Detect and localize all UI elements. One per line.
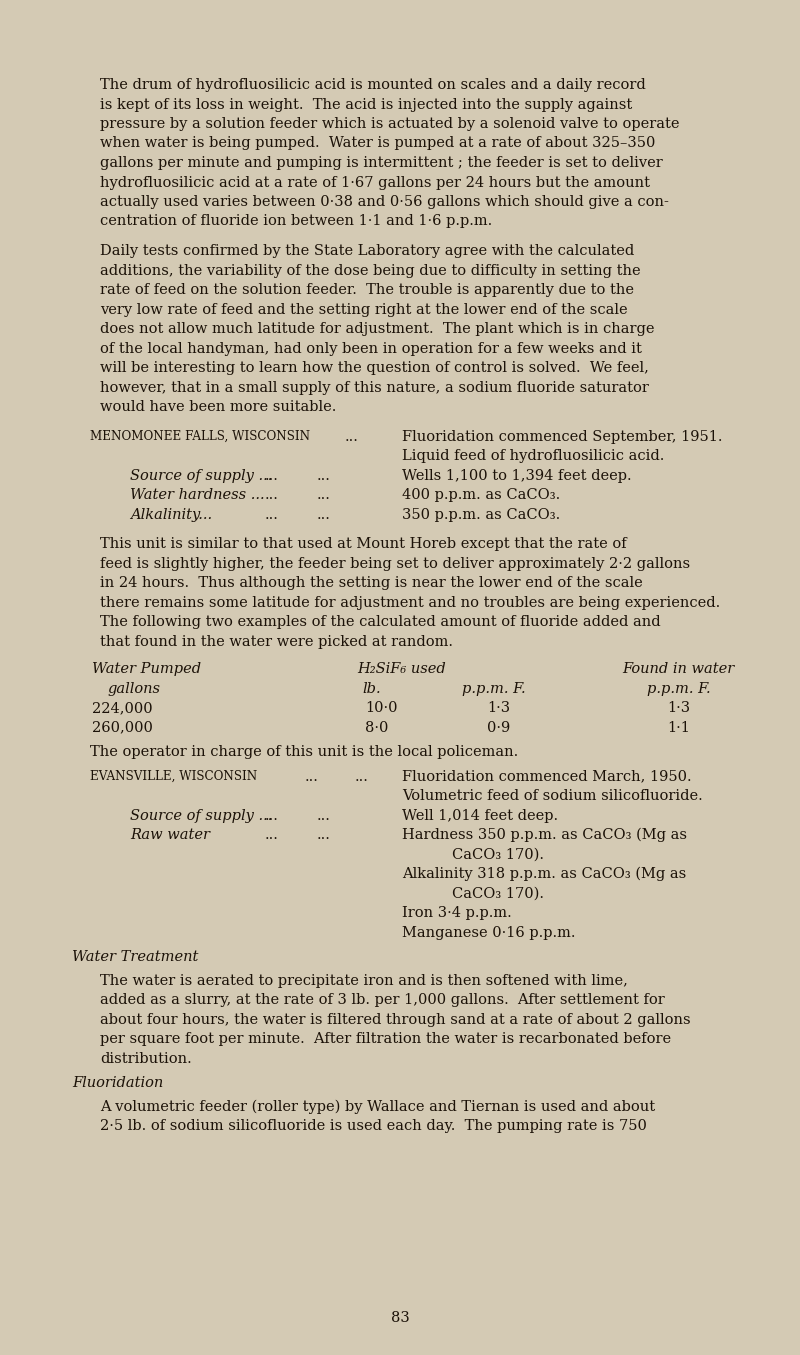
- Text: Volumetric feed of sodium silicofluoride.: Volumetric feed of sodium silicofluoride…: [402, 789, 702, 804]
- Text: rate of feed on the solution feeder.  The trouble is apparently due to the: rate of feed on the solution feeder. The…: [100, 283, 634, 297]
- Text: Liquid feed of hydrofluosilicic acid.: Liquid feed of hydrofluosilicic acid.: [402, 449, 664, 463]
- Text: Alkalinity 318 p.p.m. as CaCO₃ (Mg as: Alkalinity 318 p.p.m. as CaCO₃ (Mg as: [402, 867, 686, 881]
- Text: ...: ...: [265, 508, 279, 522]
- Text: Manganese 0·16 p.p.m.: Manganese 0·16 p.p.m.: [402, 925, 575, 939]
- Text: ...: ...: [317, 508, 331, 522]
- Text: of the local handyman, had only been in operation for a few weeks and it: of the local handyman, had only been in …: [100, 341, 642, 355]
- Text: is kept of its loss in weight.  The acid is injected into the supply against: is kept of its loss in weight. The acid …: [100, 98, 632, 111]
- Text: ...: ...: [355, 770, 369, 783]
- Text: ...: ...: [317, 809, 331, 822]
- Text: H₂SiF₆ used: H₂SiF₆ used: [357, 663, 446, 676]
- Text: in 24 hours.  Thus although the setting is near the lower end of the scale: in 24 hours. Thus although the setting i…: [100, 576, 642, 589]
- Text: 2·5 lb. of sodium silicofluoride is used each day.  The pumping rate is 750: 2·5 lb. of sodium silicofluoride is used…: [100, 1119, 647, 1133]
- Text: feed is slightly higher, the feeder being set to deliver approximately 2·2 gallo: feed is slightly higher, the feeder bein…: [100, 557, 690, 570]
- Text: Source of supply ...: Source of supply ...: [130, 469, 272, 482]
- Text: Water hardness ...: Water hardness ...: [130, 488, 265, 501]
- Text: Water Pumped: Water Pumped: [92, 663, 201, 676]
- Text: pressure by a solution feeder which is actuated by a solenoid valve to operate: pressure by a solution feeder which is a…: [100, 117, 679, 131]
- Text: per square foot per minute.  After filtration the water is recarbonated before: per square foot per minute. After filtra…: [100, 1033, 671, 1046]
- Text: hydrofluosilicic acid at a rate of 1·67 gallons per 24 hours but the amount: hydrofluosilicic acid at a rate of 1·67 …: [100, 176, 650, 190]
- Text: gallons: gallons: [107, 682, 160, 695]
- Text: 260,000: 260,000: [92, 721, 153, 734]
- Text: A volumetric feeder (roller type) by Wallace and Tiernan is used and about: A volumetric feeder (roller type) by Wal…: [100, 1099, 655, 1114]
- Text: ...: ...: [345, 430, 359, 443]
- Text: The following two examples of the calculated amount of fluoride added and: The following two examples of the calcul…: [100, 615, 661, 629]
- Text: CaCO₃ 170).: CaCO₃ 170).: [452, 847, 544, 862]
- Text: Found in water: Found in water: [622, 663, 734, 676]
- Text: 1·3: 1·3: [667, 701, 690, 715]
- Text: 1·1: 1·1: [667, 721, 690, 734]
- Text: would have been more suitable.: would have been more suitable.: [100, 400, 336, 415]
- Text: 350 p.p.m. as CaCO₃.: 350 p.p.m. as CaCO₃.: [402, 508, 560, 522]
- Text: 0·9: 0·9: [487, 721, 510, 734]
- Text: however, that in a small supply of this nature, a sodium fluoride saturator: however, that in a small supply of this …: [100, 381, 649, 394]
- Text: p.p.m. F.: p.p.m. F.: [647, 682, 710, 695]
- Text: Iron 3·4 p.p.m.: Iron 3·4 p.p.m.: [402, 906, 512, 920]
- Text: Source of supply ...: Source of supply ...: [130, 809, 272, 822]
- Text: ...: ...: [317, 469, 331, 482]
- Text: Alkalinity...: Alkalinity...: [130, 508, 212, 522]
- Text: ...: ...: [265, 809, 279, 822]
- Text: about four hours, the water is filtered through sand at a rate of about 2 gallon: about four hours, the water is filtered …: [100, 1012, 690, 1027]
- Text: 400 p.p.m. as CaCO₃.: 400 p.p.m. as CaCO₃.: [402, 488, 560, 501]
- Text: EVANSVILLE, WISCONSIN: EVANSVILLE, WISCONSIN: [90, 770, 258, 782]
- Text: The water is aerated to precipitate iron and is then softened with lime,: The water is aerated to precipitate iron…: [100, 973, 628, 988]
- Text: 83: 83: [390, 1312, 410, 1325]
- Text: MENOMONEE FALLS, WISCONSIN: MENOMONEE FALLS, WISCONSIN: [90, 430, 310, 443]
- Text: ...: ...: [317, 488, 331, 501]
- Text: CaCO₃ 170).: CaCO₃ 170).: [452, 886, 544, 901]
- Text: actually used varies between 0·38 and 0·56 gallons which should give a con-: actually used varies between 0·38 and 0·…: [100, 195, 669, 209]
- Text: ...: ...: [317, 828, 331, 841]
- Text: Hardness 350 p.p.m. as CaCO₃ (Mg as: Hardness 350 p.p.m. as CaCO₃ (Mg as: [402, 828, 687, 843]
- Text: Water Treatment: Water Treatment: [72, 950, 198, 963]
- Text: Raw water: Raw water: [130, 828, 210, 841]
- Text: Well 1,014 feet deep.: Well 1,014 feet deep.: [402, 809, 558, 822]
- Text: 8·0: 8·0: [365, 721, 388, 734]
- Text: when water is being pumped.  Water is pumped at a rate of about 325–350: when water is being pumped. Water is pum…: [100, 137, 655, 150]
- Text: Fluoridation commenced March, 1950.: Fluoridation commenced March, 1950.: [402, 770, 692, 783]
- Text: Daily tests confirmed by the State Laboratory agree with the calculated: Daily tests confirmed by the State Labor…: [100, 244, 634, 257]
- Text: ...: ...: [265, 828, 279, 841]
- Text: 1·3: 1·3: [487, 701, 510, 715]
- Text: Fluoridation: Fluoridation: [72, 1076, 163, 1089]
- Text: ...: ...: [305, 770, 319, 783]
- Text: ...: ...: [265, 488, 279, 501]
- Text: ...: ...: [265, 469, 279, 482]
- Text: 224,000: 224,000: [92, 701, 153, 715]
- Text: Fluoridation commenced September, 1951.: Fluoridation commenced September, 1951.: [402, 430, 722, 443]
- Text: will be interesting to learn how the question of control is solved.  We feel,: will be interesting to learn how the que…: [100, 360, 649, 375]
- Text: lb.: lb.: [362, 682, 381, 695]
- Text: 10·0: 10·0: [365, 701, 398, 715]
- Text: p.p.m. F.: p.p.m. F.: [462, 682, 526, 695]
- Text: does not allow much latitude for adjustment.  The plant which is in charge: does not allow much latitude for adjustm…: [100, 322, 654, 336]
- Text: added as a slurry, at the rate of 3 lb. per 1,000 gallons.  After settlement for: added as a slurry, at the rate of 3 lb. …: [100, 993, 665, 1007]
- Text: centration of fluoride ion between 1·1 and 1·6 p.p.m.: centration of fluoride ion between 1·1 a…: [100, 214, 492, 229]
- Text: Wells 1,100 to 1,394 feet deep.: Wells 1,100 to 1,394 feet deep.: [402, 469, 632, 482]
- Text: there remains some latitude for adjustment and no troubles are being experienced: there remains some latitude for adjustme…: [100, 595, 720, 610]
- Text: additions, the variability of the dose being due to difficulty in setting the: additions, the variability of the dose b…: [100, 263, 641, 278]
- Text: distribution.: distribution.: [100, 1051, 192, 1065]
- Text: This unit is similar to that used at Mount Horeb except that the rate of: This unit is similar to that used at Mou…: [100, 537, 626, 551]
- Text: that found in the water were picked at random.: that found in the water were picked at r…: [100, 634, 453, 649]
- Text: gallons per minute and pumping is intermittent ; the feeder is set to deliver: gallons per minute and pumping is interm…: [100, 156, 662, 169]
- Text: very low rate of feed and the setting right at the lower end of the scale: very low rate of feed and the setting ri…: [100, 302, 628, 317]
- Text: The drum of hydrofluosilicic acid is mounted on scales and a daily record: The drum of hydrofluosilicic acid is mou…: [100, 79, 646, 92]
- Text: The operator in charge of this unit is the local policeman.: The operator in charge of this unit is t…: [90, 745, 518, 759]
